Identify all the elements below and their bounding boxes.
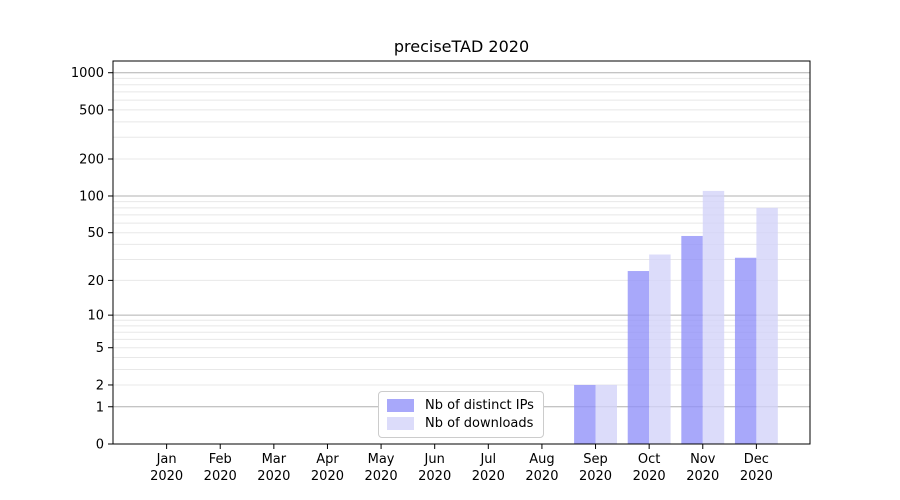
x-tick-label: Feb 2020 <box>204 452 237 484</box>
chart-title: preciseTAD 2020 <box>393 37 530 56</box>
bar-downloads <box>595 384 617 444</box>
legend-swatch-distinct-ips <box>387 399 414 412</box>
bar-distinct-ips <box>681 235 703 444</box>
legend-label-distinct-ips: Nb of distinct IPs <box>425 398 534 413</box>
legend-entry-downloads: Nb of downloads <box>387 416 535 431</box>
y-tick-label: 0 <box>96 438 104 453</box>
y-tick-label: 500 <box>79 103 104 118</box>
bar-downloads <box>649 254 671 444</box>
bar-distinct-ips <box>627 271 650 444</box>
y-tick-label: 1 <box>96 400 104 415</box>
legend-swatch-downloads <box>387 417 414 430</box>
y-tick-label: 100 <box>79 189 104 204</box>
legend: Nb of distinct IPs Nb of downloads <box>378 391 544 438</box>
x-tick-label: Mar 2020 <box>257 452 290 484</box>
bar-distinct-ips <box>734 257 757 444</box>
bar-downloads <box>702 190 725 444</box>
y-tick-label: 10 <box>87 309 104 324</box>
x-tick-label: Apr 2020 <box>311 452 344 484</box>
y-tick-label: 50 <box>87 226 104 241</box>
x-tick-label: Nov 2020 <box>686 452 719 484</box>
legend-entry-distinct-ips: Nb of distinct IPs <box>387 398 535 413</box>
y-tick-label: 2 <box>96 378 104 393</box>
x-tick-label: Jul 2020 <box>472 452 505 484</box>
x-tick-label: May 2020 <box>365 452 398 484</box>
x-tick-label: Jun 2020 <box>418 452 451 484</box>
plot-frame <box>112 60 811 445</box>
legend-label-downloads: Nb of downloads <box>425 416 534 431</box>
bar-distinct-ips <box>574 384 596 444</box>
bar-downloads <box>756 207 778 444</box>
x-tick-label: Oct 2020 <box>633 452 666 484</box>
x-tick-label: Dec 2020 <box>740 452 773 484</box>
y-tick-label: 200 <box>79 152 104 167</box>
y-tick-label: 20 <box>87 274 104 289</box>
x-tick-label: Jan 2020 <box>150 452 183 484</box>
x-tick-label: Aug 2020 <box>525 452 558 484</box>
y-tick-label: 5 <box>96 341 104 356</box>
x-tick-label: Sep 2020 <box>579 452 612 484</box>
y-tick-label: 1000 <box>71 66 104 81</box>
